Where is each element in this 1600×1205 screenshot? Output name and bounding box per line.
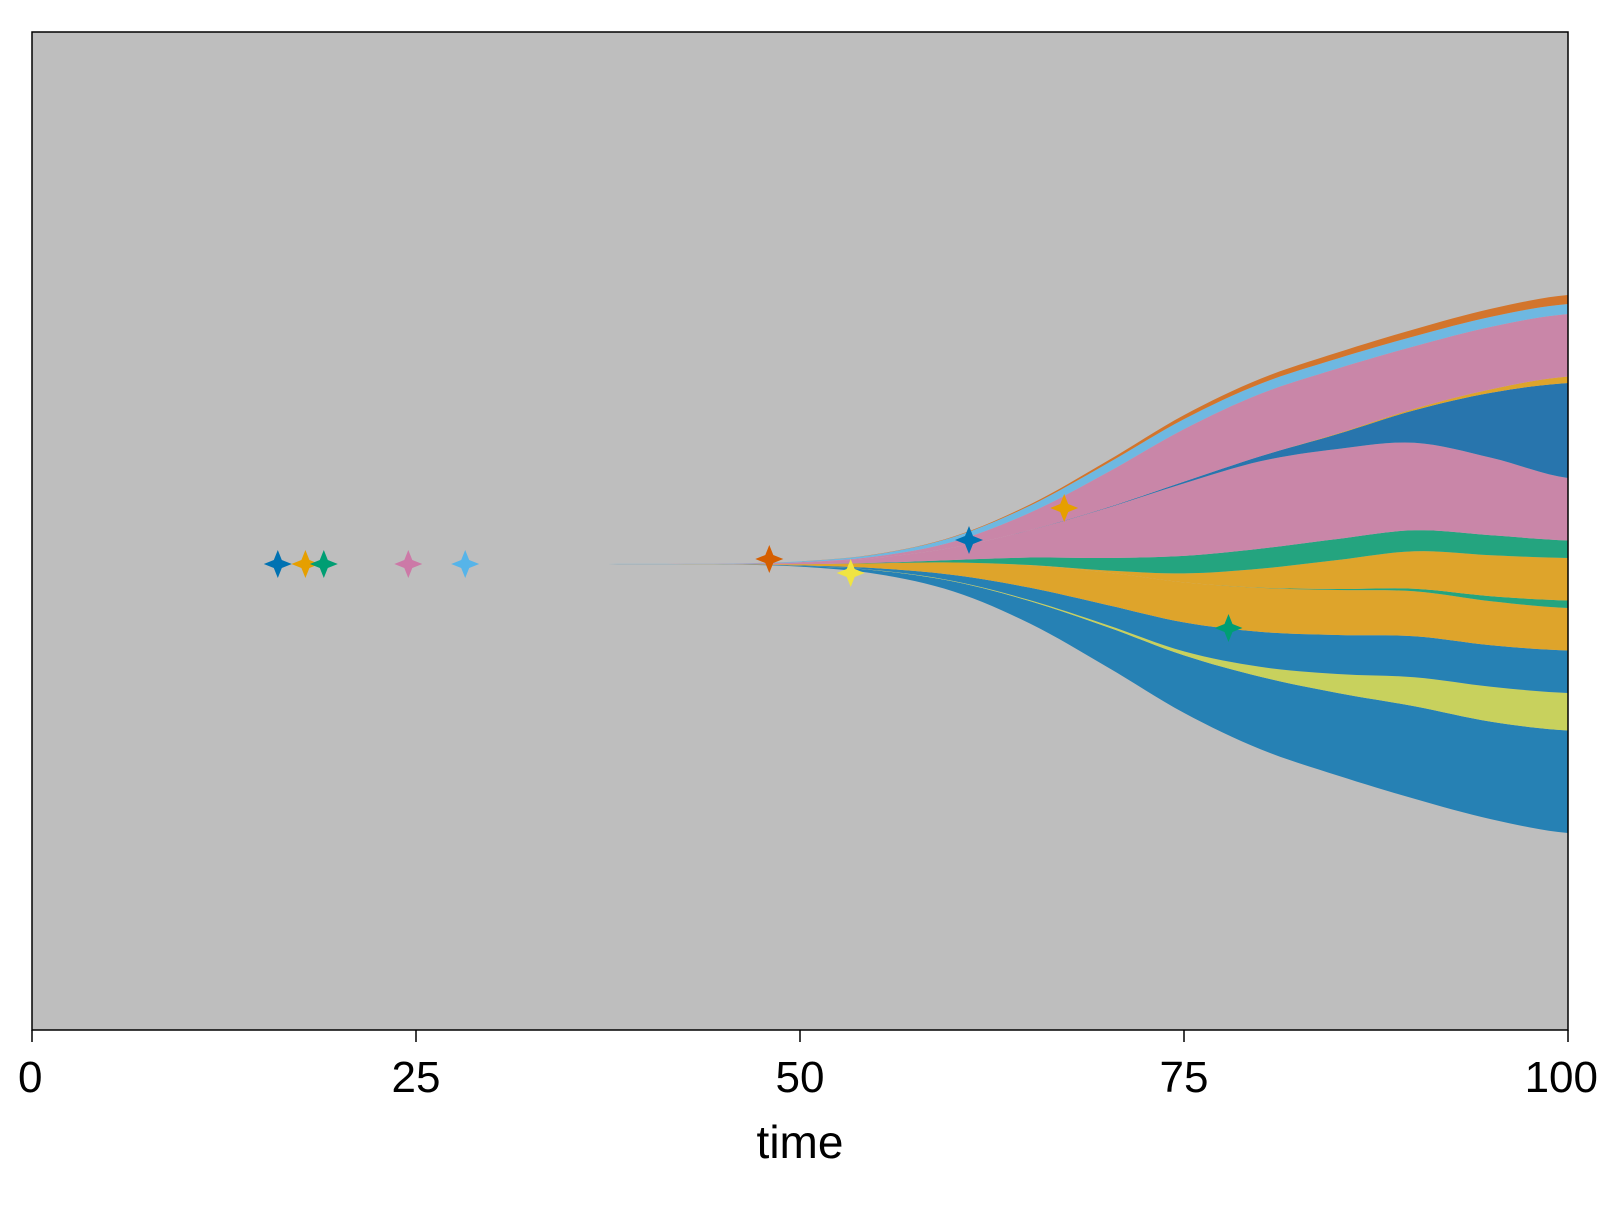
clone-markers bbox=[263, 494, 1243, 642]
area-layer bbox=[32, 551, 1568, 601]
x-axis-title: time bbox=[757, 1116, 844, 1168]
area-layer bbox=[32, 442, 1568, 565]
x-tick-label: 0 bbox=[18, 1053, 42, 1102]
clone-origin-marker bbox=[836, 559, 865, 587]
x-tick-label: 50 bbox=[776, 1053, 825, 1102]
clone-origin-marker bbox=[309, 550, 338, 578]
clone-origin-marker bbox=[755, 545, 784, 573]
clone-origin-marker bbox=[451, 550, 480, 578]
area-layer bbox=[32, 562, 1568, 651]
area-layer bbox=[32, 564, 1568, 833]
area-layer bbox=[32, 530, 1568, 574]
clone-origin-marker bbox=[1214, 614, 1243, 642]
x-tick-label: 25 bbox=[392, 1053, 441, 1102]
clone-origin-marker bbox=[955, 526, 983, 554]
area-layer bbox=[32, 314, 1568, 564]
x-tick-label: 75 bbox=[1160, 1053, 1209, 1102]
clone-origin-marker bbox=[291, 550, 320, 578]
clone-origin-marker bbox=[1050, 494, 1079, 522]
clone-origin-marker bbox=[394, 550, 423, 578]
x-tick-label: 100 bbox=[1525, 1053, 1598, 1102]
clone-origin-marker bbox=[263, 550, 292, 578]
x-axis: 0 25 50 75 100 bbox=[18, 1030, 1598, 1102]
area-layers bbox=[32, 295, 1568, 833]
